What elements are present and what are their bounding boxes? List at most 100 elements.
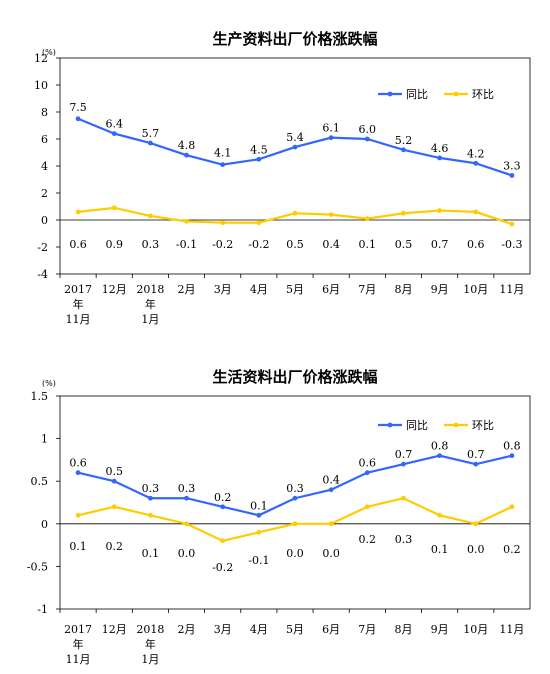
- y-tick-label: 8: [41, 106, 48, 119]
- data-label: 0.1: [431, 543, 449, 556]
- data-label: 0.5: [395, 238, 413, 251]
- legend-label: 环比: [472, 419, 494, 432]
- data-point: [184, 521, 189, 527]
- data-label: 0.0: [286, 547, 304, 560]
- data-point: [256, 156, 262, 162]
- x-tick-label: 3月: [214, 623, 232, 636]
- data-point: [328, 135, 334, 141]
- y-tick-label: -0.5: [27, 560, 48, 573]
- data-point: [401, 210, 406, 216]
- x-tick-label: 2018: [136, 283, 164, 296]
- data-label: 0.0: [322, 547, 340, 560]
- data-point: [184, 495, 189, 501]
- x-tick-label: 年: [73, 637, 84, 651]
- data-label: 5.2: [395, 134, 413, 147]
- data-point: [111, 504, 117, 510]
- y-tick-label: 2: [41, 187, 48, 200]
- data-label: 6.0: [359, 123, 377, 136]
- x-tick-label: 5月: [286, 283, 304, 296]
- legend-marker: [387, 91, 393, 97]
- data-point: [328, 521, 334, 527]
- data-point: [111, 205, 117, 211]
- x-tick-label: 4月: [250, 623, 268, 636]
- y-tick-label: -2: [37, 241, 48, 254]
- x-tick-label: 2017: [64, 623, 92, 636]
- data-point: [220, 538, 226, 544]
- data-label: 0.1: [69, 540, 87, 553]
- legend-marker: [387, 422, 393, 428]
- data-label: -0.2: [248, 238, 269, 251]
- data-label: 0.7: [467, 448, 485, 461]
- data-point: [147, 140, 153, 146]
- data-label: 0.3: [395, 533, 413, 546]
- data-label: 0.3: [142, 238, 160, 251]
- legend-label: 环比: [472, 88, 494, 101]
- data-point: [220, 162, 226, 168]
- data-point: [292, 495, 298, 501]
- data-label: 4.6: [431, 142, 449, 155]
- data-point: [147, 512, 153, 518]
- y-tick-label: 6: [41, 133, 48, 146]
- data-point: [75, 116, 81, 122]
- data-label: 0.3: [178, 482, 196, 495]
- x-tick-label: 年: [145, 637, 156, 651]
- x-tick-label: 1月: [141, 653, 159, 666]
- x-tick-label: 2月: [178, 283, 196, 296]
- data-point: [111, 131, 117, 137]
- data-point: [473, 160, 479, 166]
- x-tick-label: 9月: [431, 623, 449, 636]
- data-label: 3.3: [503, 159, 521, 172]
- x-tick-label: 6月: [322, 623, 340, 636]
- x-tick-label: 9月: [431, 283, 449, 296]
- y-unit-label: (%): [42, 379, 56, 388]
- y-tick-label: 10: [34, 79, 48, 92]
- data-label: 0.8: [503, 440, 521, 453]
- data-point: [256, 220, 262, 226]
- data-point: [328, 487, 334, 493]
- y-tick-label: 0.5: [31, 475, 49, 488]
- data-label: 0.9: [105, 238, 123, 251]
- x-tick-label: 8月: [394, 623, 412, 636]
- x-tick-label: 2018: [136, 623, 164, 636]
- data-label: 0.2: [359, 533, 377, 546]
- chart-title: 生活资料出厂价格涨跌幅: [212, 368, 377, 386]
- y-tick-label: -4: [37, 268, 48, 281]
- data-label: 5.4: [286, 131, 304, 144]
- y-tick-label: -1: [37, 603, 48, 616]
- data-label: -0.3: [501, 238, 522, 251]
- data-label: 0.6: [467, 238, 485, 251]
- data-label: 0.3: [286, 482, 304, 495]
- x-tick-label: 8月: [394, 283, 412, 296]
- data-label: 0.0: [467, 543, 485, 556]
- y-tick-label: 1.5: [31, 390, 49, 403]
- y-tick-label: 4: [41, 160, 48, 173]
- x-tick-label: 11月: [499, 623, 524, 636]
- data-point: [401, 461, 406, 467]
- data-label: 0.2: [105, 540, 123, 553]
- data-label: 4.2: [467, 147, 485, 160]
- data-point: [292, 210, 298, 216]
- data-point: [509, 504, 515, 510]
- x-tick-label: 5月: [286, 623, 304, 636]
- data-point: [509, 173, 515, 178]
- y-tick-label: 0: [41, 518, 48, 531]
- data-label: 0.1: [142, 547, 160, 560]
- data-label: 0.6: [69, 457, 87, 470]
- data-point: [292, 521, 298, 527]
- x-tick-label: 2017: [64, 283, 92, 296]
- x-tick-label: 7月: [358, 283, 376, 296]
- x-tick-label: 年: [145, 297, 156, 311]
- data-point: [473, 521, 479, 527]
- data-label: -0.1: [248, 554, 269, 567]
- x-tick-label: 2月: [178, 623, 196, 636]
- data-point: [401, 495, 406, 501]
- data-label: 0.2: [503, 543, 521, 556]
- data-label: 0.1: [359, 238, 377, 251]
- data-label: 6.4: [105, 118, 123, 131]
- data-point: [75, 209, 81, 215]
- data-label: 0.2: [214, 491, 232, 504]
- data-label: 4.8: [178, 139, 196, 152]
- data-label: 4.5: [250, 143, 268, 156]
